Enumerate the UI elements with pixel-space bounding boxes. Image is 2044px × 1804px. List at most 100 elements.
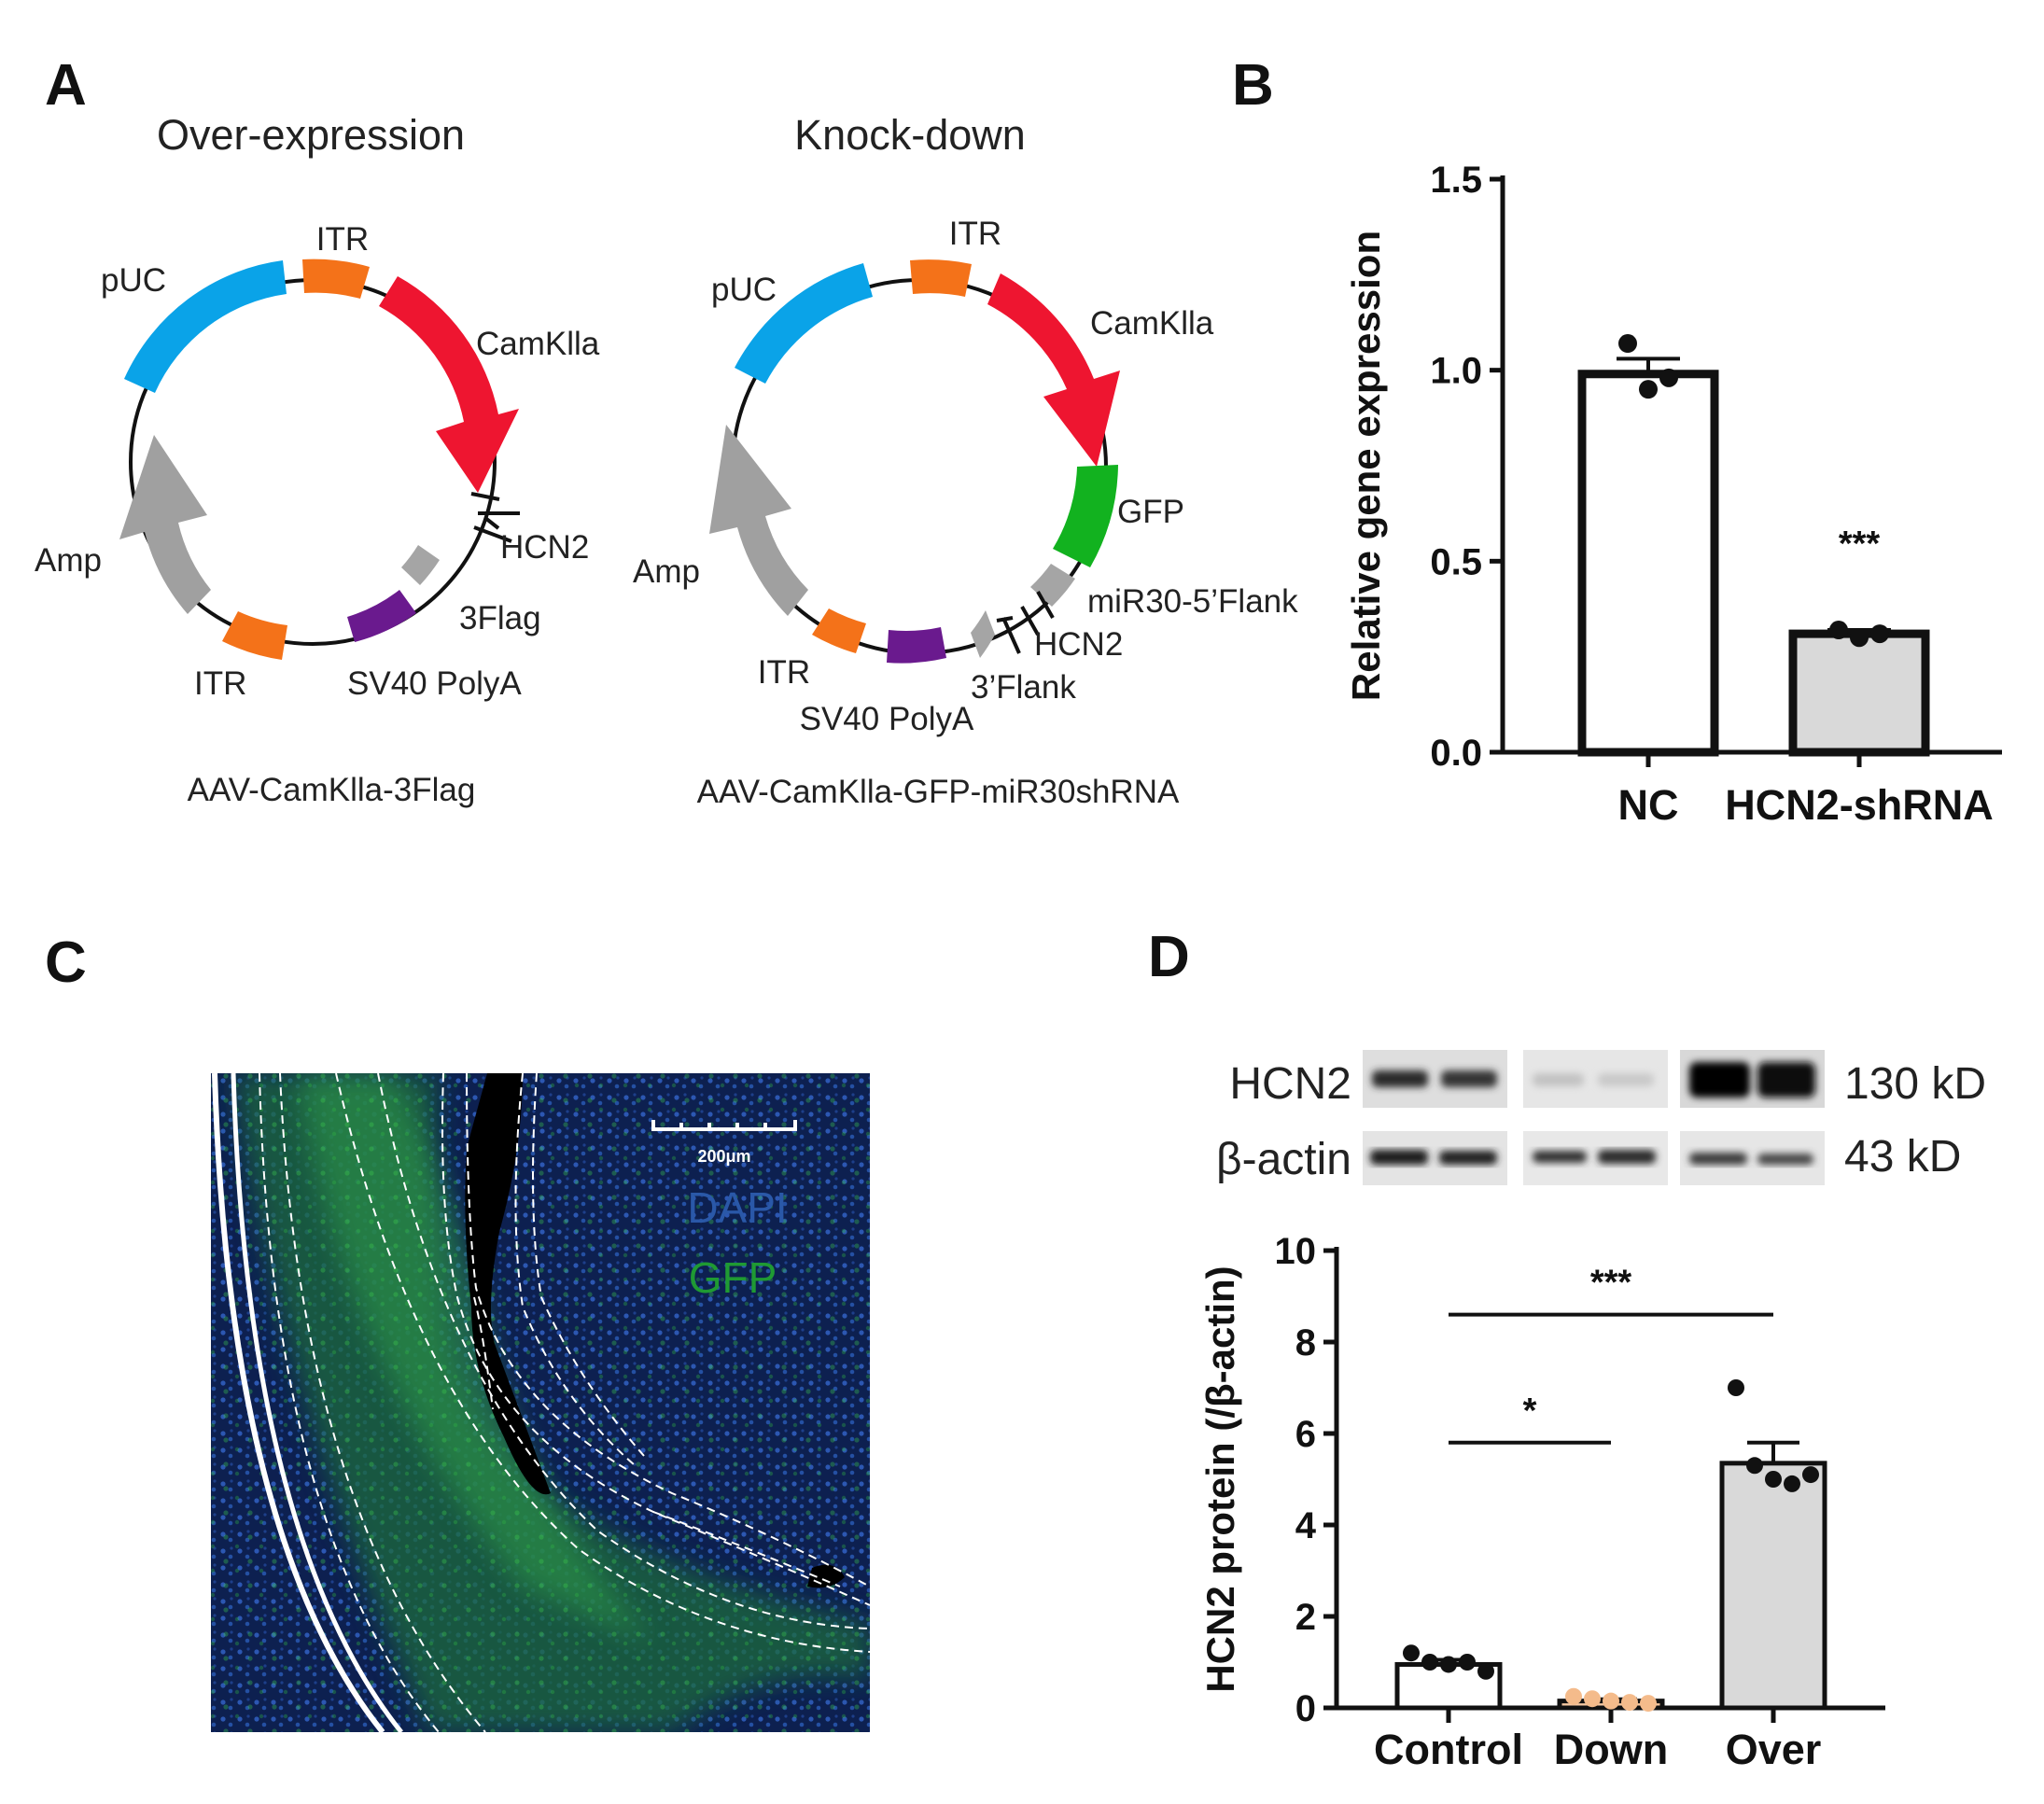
plasmid-knock-down: Knock-down ITR pUC CamKlla GFP miR30-5’F… [633, 111, 1298, 810]
significance-label: *** [1839, 524, 1881, 564]
chart-d: 0246810ControlDownOverHCN2 protein (/β-a… [1198, 1231, 1885, 1773]
data-point [1421, 1654, 1438, 1671]
blot-label-actin: β-actin [1216, 1135, 1351, 1184]
plasmid-title-knock: Knock-down [794, 111, 1026, 159]
blot-strips-actin [1363, 1131, 1825, 1185]
legend-dapi: DAPI [687, 1183, 787, 1232]
micrograph: 200μm DAPI GFP [211, 1073, 870, 1732]
label-3flank: 3’Flank [971, 669, 1076, 706]
panel-d: D HCN2 β-actin 130 kD 43 kD [1148, 925, 1986, 1773]
scale-bar-label: 200μm [697, 1147, 750, 1166]
y-tick-label: 0.5 [1430, 541, 1482, 582]
itr-top-segment [302, 259, 370, 299]
bar [1582, 374, 1715, 752]
significance-label: *** [1590, 1264, 1632, 1303]
bar [1722, 1463, 1825, 1708]
label-3flag: 3Flag [459, 600, 541, 636]
amp-arrow-kd [709, 425, 808, 616]
blot-size-actin: 43 kD [1844, 1132, 1961, 1182]
data-point [1746, 1457, 1763, 1474]
data-point [1477, 1663, 1494, 1680]
flag-segment [401, 545, 440, 585]
data-point [1565, 1688, 1582, 1705]
gfp-segment [1053, 465, 1118, 567]
y-tick-label: 10 [1275, 1231, 1317, 1272]
data-point [1870, 624, 1889, 643]
blot-strips-hcn2 [1363, 1050, 1825, 1108]
amp-arrow [119, 435, 211, 614]
y-axis-title: HCN2 protein (/β-actin) [1198, 1266, 1242, 1692]
label-hcn2-kd: HCN2 [1034, 626, 1123, 663]
label-hcn2: HCN2 [500, 529, 589, 566]
blot-size-hcn2: 130 kD [1844, 1059, 1986, 1109]
data-point [1850, 628, 1869, 647]
plasmid-title-over: Over-expression [157, 111, 465, 159]
x-tick-label: Over [1726, 1726, 1822, 1773]
camkiia-arrow [379, 276, 519, 493]
plasmid-name-over: AAV-CamKlla-3Flag [188, 772, 476, 808]
data-point [1403, 1644, 1420, 1661]
panel-a: A Over-expression ITR pUC CamKlla HCN2 3… [35, 53, 1298, 810]
data-point [1621, 1694, 1638, 1711]
data-point [1659, 369, 1678, 387]
blot-label-hcn2: HCN2 [1229, 1059, 1351, 1109]
itr-bottom-segment [222, 611, 287, 660]
label-itr-top-kd: ITR [949, 216, 1001, 252]
polya-segment-kd [887, 627, 946, 664]
x-tick-label: HCN2-shRNA [1725, 781, 1994, 829]
chart-b: 0.00.51.01.5NCHCN2-shRNARelative gene ex… [1344, 160, 2002, 829]
itr-top-segment-kd [910, 259, 972, 297]
label-mir30-5flank: miR30-5’Flank [1087, 583, 1298, 620]
flank5-segment [1030, 564, 1075, 607]
data-point [1584, 1690, 1601, 1707]
y-tick-label: 1.0 [1430, 351, 1482, 392]
western-blot: HCN2 β-actin 130 kD 43 kD [1216, 1050, 1986, 1185]
plasmid-name-knock: AAV-CamKlla-GFP-miR30shRNA [697, 774, 1180, 810]
label-puc: pUC [101, 262, 166, 299]
panel-label-d: D [1148, 925, 1190, 989]
data-point [1459, 1654, 1476, 1671]
camkiia-arrow-kd [987, 273, 1120, 467]
data-point [1765, 1471, 1782, 1488]
plasmid-over-expression: Over-expression ITR pUC CamKlla HCN2 3Fl… [35, 111, 600, 808]
label-puc-kd: pUC [711, 272, 777, 308]
panel-label-a: A [45, 53, 87, 118]
label-sv40-polya: SV40 PolyA [347, 665, 522, 702]
y-tick-label: 8 [1295, 1322, 1316, 1363]
data-point [1728, 1379, 1744, 1396]
data-point [1603, 1693, 1619, 1710]
label-amp-kd: Amp [633, 553, 700, 590]
y-tick-label: 6 [1295, 1414, 1316, 1455]
itr-bottom-segment-kd [812, 608, 866, 653]
data-point [1639, 380, 1658, 399]
panel-label-c: C [45, 930, 87, 995]
panel-c: C [45, 930, 870, 1732]
legend-gfp: GFP [689, 1253, 777, 1302]
label-itr-bottom-kd: ITR [758, 654, 810, 691]
label-sv40-polya-kd: SV40 PolyA [800, 701, 974, 737]
data-point [1802, 1466, 1819, 1483]
data-point [1784, 1475, 1800, 1492]
label-itr-bottom: ITR [194, 665, 246, 702]
label-camkiia-kd: CamKlla [1090, 305, 1214, 342]
significance-label: * [1523, 1391, 1537, 1431]
x-tick-label: Down [1554, 1726, 1668, 1773]
data-point [1618, 334, 1637, 353]
bar [1793, 634, 1925, 752]
y-axis-title: Relative gene expression [1344, 231, 1388, 701]
x-tick-label: NC [1618, 781, 1679, 829]
polya-segment [347, 590, 416, 642]
label-gfp: GFP [1117, 494, 1184, 530]
y-tick-label: 1.5 [1430, 160, 1482, 201]
data-point [1440, 1656, 1457, 1672]
panel-b: B 0.00.51.01.5NCHCN2-shRNARelative gene … [1232, 53, 2002, 829]
y-tick-label: 0 [1295, 1688, 1316, 1729]
label-amp: Amp [35, 542, 102, 579]
label-camkiia: CamKlla [476, 326, 600, 362]
flank3-segment [971, 610, 995, 658]
panel-label-b: B [1232, 53, 1274, 118]
x-tick-label: Control [1374, 1726, 1523, 1773]
y-tick-label: 4 [1295, 1505, 1317, 1546]
